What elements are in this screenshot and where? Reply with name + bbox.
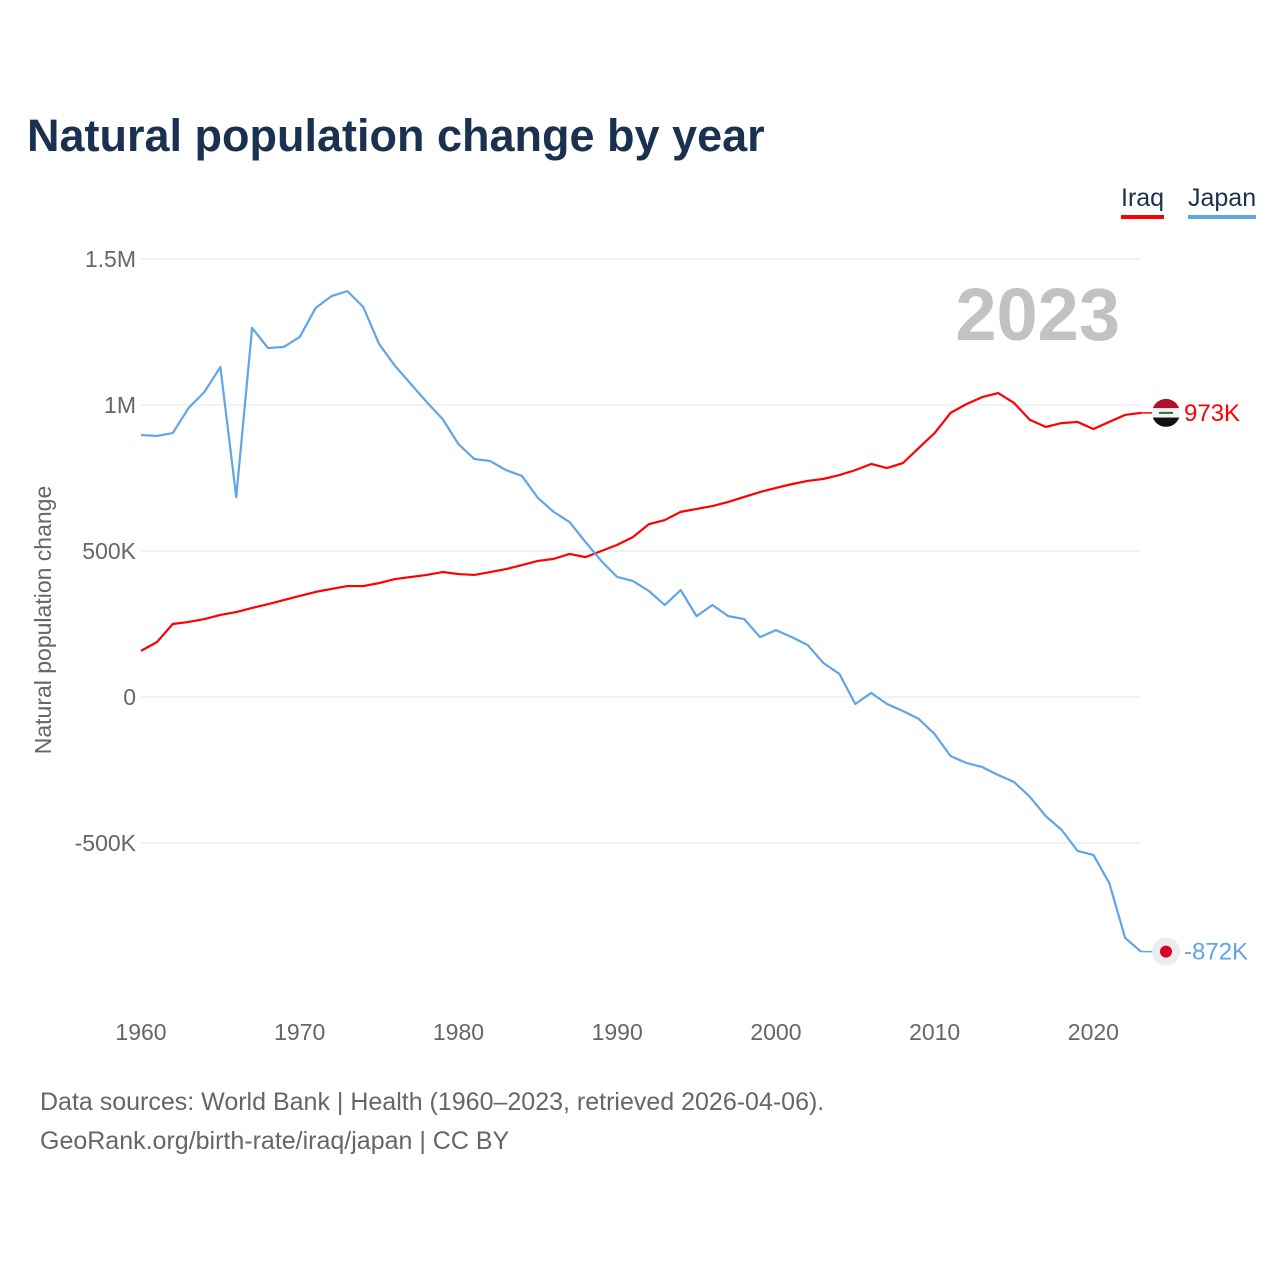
footer-credit[interactable]: GeoRank.org/birth-rate/iraq/japan | CC B… (40, 1127, 510, 1155)
end-value-label-japan: -872K (1184, 939, 1248, 966)
y-tick-label: 0 (123, 684, 136, 710)
x-tick-label: 1970 (274, 1019, 325, 1045)
y-axis-label: Natural population change (30, 486, 56, 755)
x-tick-label: 1990 (592, 1019, 643, 1045)
series-line-iraq[interactable] (140, 391, 1142, 652)
y-tick-label: 1.5M (85, 246, 136, 272)
x-tick-label: 1980 (433, 1019, 484, 1045)
y-tick-label: -500K (75, 830, 137, 856)
x-tick-label: 2010 (909, 1019, 960, 1045)
y-tick-label: 500K (82, 538, 136, 564)
legend-item-iraq[interactable]: Iraq (1121, 184, 1165, 219)
footer-sources: Data sources: World Bank | Health (1960–… (40, 1088, 825, 1116)
iraq-flag-icon (1152, 398, 1180, 427)
x-tick-label: 1960 (115, 1019, 166, 1045)
japan-flag-icon (1152, 937, 1180, 966)
x-tick-label: 2000 (750, 1019, 801, 1045)
x-tick-label: 2020 (1068, 1019, 1119, 1045)
series-line-japan[interactable] (140, 290, 1142, 953)
year-watermark: 2023 (955, 273, 1120, 356)
y-tick-label: 1M (104, 392, 136, 418)
end-value-label-iraq: 973K (1184, 400, 1240, 427)
chart-title: Natural population change by year (27, 110, 765, 161)
legend-item-japan[interactable]: Japan (1188, 184, 1257, 219)
